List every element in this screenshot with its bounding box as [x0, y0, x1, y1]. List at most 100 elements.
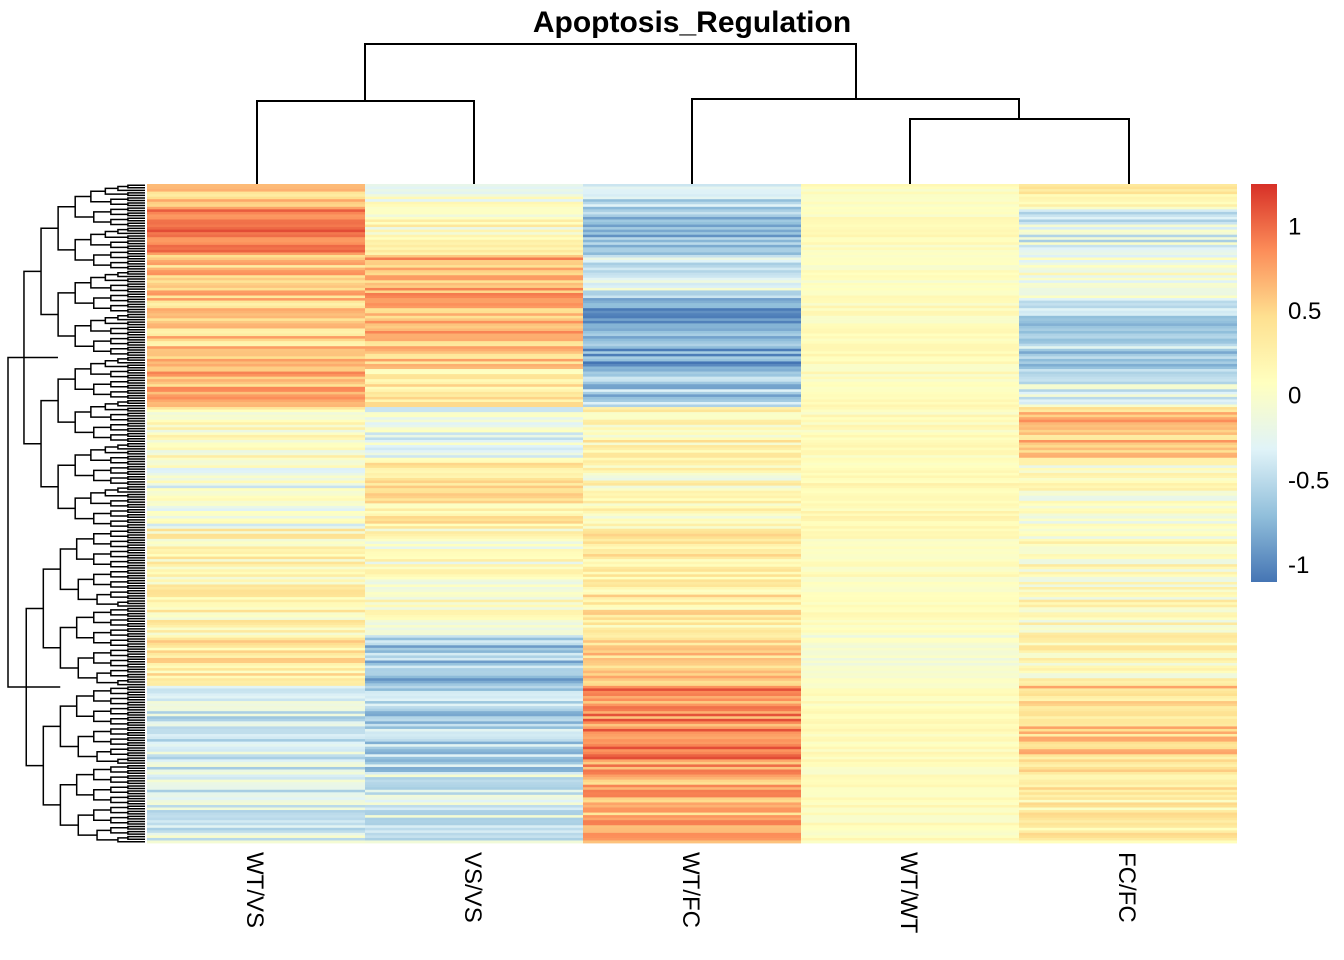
- heatmap-cell: [1019, 485, 1237, 489]
- heatmap-cell: [1019, 361, 1237, 365]
- heatmap-cell: [147, 320, 365, 324]
- heatmap-cell: [365, 467, 583, 471]
- row-dendro-link: [127, 579, 145, 584]
- heatmap-cell: [801, 554, 1019, 557]
- heatmap-cell: [365, 447, 583, 451]
- heatmap-cell: [583, 754, 801, 758]
- heatmap-cell: [801, 731, 1019, 735]
- heatmap-cell: [801, 526, 1019, 530]
- heatmap-cell: [147, 777, 365, 781]
- heatmap-cell: [147, 592, 365, 596]
- heatmap-cell: [583, 290, 801, 294]
- heatmap-cell: [583, 695, 801, 699]
- heatmap-cell: [147, 609, 365, 613]
- heatmap-cell: [147, 427, 365, 431]
- heatmap-cell: [801, 728, 1019, 732]
- heatmap-cell: [147, 594, 365, 598]
- heatmap-cell: [147, 701, 365, 704]
- heatmap-cell: [1019, 744, 1237, 748]
- heatmap-cell: [365, 407, 583, 410]
- heatmap-cell: [365, 412, 583, 416]
- heatmap-cell: [147, 488, 365, 492]
- heatmap-cell: [801, 587, 1019, 590]
- heatmap-cell: [147, 318, 365, 322]
- heatmap-cell: [147, 655, 365, 659]
- heatmap-cell: [1019, 424, 1237, 428]
- heatmap-cell: [583, 209, 801, 213]
- heatmap-cell: [365, 336, 583, 340]
- heatmap-cell: [801, 622, 1019, 626]
- heatmap-cell: [583, 713, 801, 717]
- heatmap-cell: [801, 701, 1019, 704]
- heatmap-cell: [1019, 604, 1237, 608]
- heatmap-cell: [1019, 282, 1237, 286]
- heatmap-cell: [1019, 764, 1237, 768]
- heatmap-cell: [583, 832, 801, 836]
- heatmap-cell: [1019, 731, 1237, 735]
- heatmap-cell: [583, 769, 801, 773]
- heatmap-cell: [147, 526, 365, 530]
- heatmap-cell: [147, 475, 365, 479]
- heatmap-cell: [147, 472, 365, 476]
- legend-tick-label: -1: [1288, 552, 1309, 579]
- heatmap-cell: [365, 343, 583, 347]
- row-dendro-link: [110, 413, 128, 421]
- heatmap-cell: [365, 222, 583, 225]
- row-dendro-link: [127, 658, 145, 663]
- heatmap-cell: [147, 764, 365, 768]
- heatmap-cell: [1019, 412, 1237, 416]
- heatmap-cell: [1019, 227, 1237, 231]
- heatmap-cell: [147, 219, 365, 223]
- heatmap-cell: [365, 759, 583, 763]
- row-dendro-link: [110, 649, 128, 657]
- heatmap-cell: [365, 569, 583, 573]
- heatmap-cell: [583, 500, 801, 504]
- heatmap-cell: [583, 698, 801, 702]
- heatmap-cell: [147, 260, 365, 263]
- heatmap-cell: [801, 703, 1019, 707]
- heatmap-cell: [147, 282, 365, 286]
- heatmap-cell: [147, 242, 365, 246]
- heatmap-cell: [801, 708, 1019, 712]
- heatmap-cell: [583, 374, 801, 378]
- row-dendro-link: [110, 456, 128, 464]
- heatmap-cell: [147, 564, 365, 568]
- heatmap-cell: [583, 523, 801, 527]
- heatmap-cell: [583, 614, 801, 618]
- heatmap-cell: [1019, 815, 1237, 819]
- heatmap-cell: [147, 647, 365, 651]
- heatmap-cell: [365, 650, 583, 654]
- heatmap-cell: [147, 802, 365, 806]
- heatmap-cell: [583, 789, 801, 793]
- heatmap-cell: [147, 308, 365, 312]
- heatmap-cell: [365, 645, 583, 649]
- heatmap-cell: [365, 764, 583, 768]
- row-dendro-link: [127, 612, 145, 617]
- heatmap-cell: [1019, 690, 1237, 694]
- row-dendro-link: [127, 706, 145, 711]
- heatmap-cell: [801, 472, 1019, 476]
- heatmap-cell: [147, 825, 365, 829]
- heatmap-cell: [147, 766, 365, 770]
- heatmap-cell: [147, 645, 365, 649]
- heatmap-cell: [1019, 199, 1237, 203]
- row-dendro-link: [104, 489, 128, 497]
- heatmap-cell: [147, 604, 365, 608]
- heatmap-cell: [801, 303, 1019, 307]
- row-dendro-link: [127, 298, 145, 303]
- heatmap-cell: [801, 386, 1019, 390]
- heatmap-cell: [147, 617, 365, 621]
- heatmap-cell: [365, 637, 583, 641]
- heatmap-cell: [1019, 657, 1237, 661]
- row-dendro-link: [110, 540, 128, 548]
- heatmap-cell: [1019, 409, 1237, 413]
- heatmap-cell: [365, 472, 583, 476]
- heatmap-cell: [801, 384, 1019, 388]
- row-dendro-link: [110, 697, 128, 705]
- heatmap-cell: [1019, 483, 1237, 487]
- heatmap-cell: [1019, 650, 1237, 654]
- heatmap-cell: [801, 787, 1019, 791]
- chart-title: Apoptosis_Regulation: [533, 6, 851, 39]
- row-dendro-link: [127, 202, 145, 207]
- row-dendro-link: [110, 337, 128, 345]
